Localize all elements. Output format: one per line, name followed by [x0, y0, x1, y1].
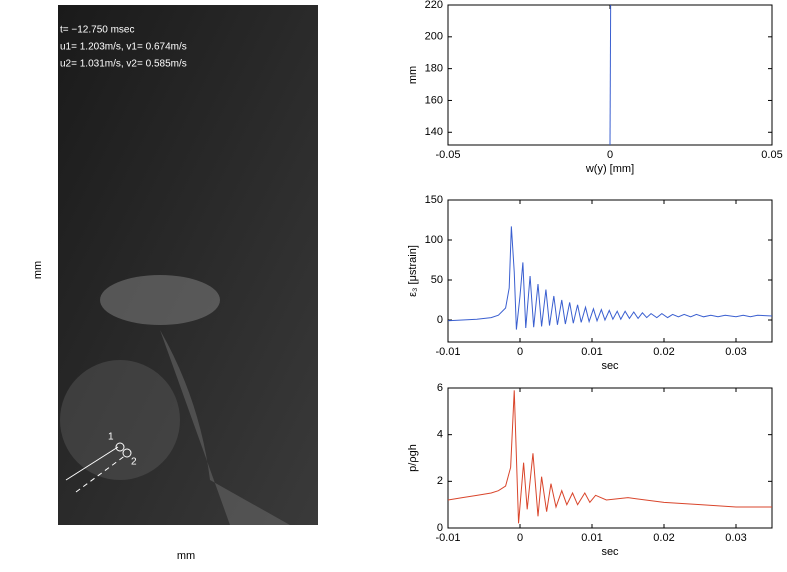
- x-tick-label: 0.03: [725, 346, 746, 358]
- x-axis-label: sec: [601, 360, 619, 372]
- x-axis-label: w(y) [mm]: [585, 163, 634, 175]
- data-line: [609, 4, 612, 146]
- x-tick-label: 0: [517, 346, 523, 358]
- y-tick-label: 0: [437, 314, 443, 326]
- y-tick-label: 6: [437, 382, 443, 394]
- x-tick-label: -0.05: [435, 149, 460, 161]
- x-tick-label: 0.01: [581, 532, 602, 544]
- x-axis-label: mm: [177, 550, 195, 562]
- y-axis-label: mm: [407, 66, 419, 84]
- y-tick-label: 0: [437, 522, 443, 534]
- x-tick-label: -0.01: [435, 346, 460, 358]
- x-tick-label: 0.05: [761, 149, 782, 161]
- x-tick-label: 0.01: [581, 346, 602, 358]
- x-tick-label: -0.01: [435, 532, 460, 544]
- y-tick-label: 100: [425, 234, 443, 246]
- y-tick-label: 160: [425, 94, 443, 106]
- data-line: [447, 390, 772, 524]
- y-axis-label: p/ρgh: [407, 444, 419, 472]
- y-axis-label: ε₃ [μstrain]: [407, 245, 419, 297]
- marker-label: 2: [131, 457, 137, 468]
- y-tick-label: 180: [425, 63, 443, 75]
- x-tick-label: 0.03: [725, 532, 746, 544]
- x-tick-label: 0: [517, 532, 523, 544]
- data-line: [447, 226, 773, 330]
- marker-label: 1: [108, 432, 114, 443]
- overlay-text: u2= 1.031m/s, v2= 0.585m/s: [60, 59, 187, 70]
- y-axis-label: mm: [32, 261, 44, 279]
- x-tick-label: 0.02: [653, 532, 674, 544]
- plot-area: [447, 199, 773, 343]
- y-tick-label: 200: [425, 31, 443, 43]
- y-tick-label: 50: [431, 274, 443, 286]
- plot-area: [447, 387, 773, 529]
- y-tick-label: 150: [425, 194, 443, 206]
- x-tick-label: 0: [607, 149, 613, 161]
- y-tick-label: 220: [425, 0, 443, 11]
- y-tick-label: 4: [437, 429, 443, 441]
- overlay-text: u1= 1.203m/s, v1= 0.674m/s: [60, 42, 187, 53]
- photo: t= −12.750 msec u1= 1.203m/s, v1= 0.674m…: [58, 5, 318, 525]
- y-tick-label: 140: [425, 126, 443, 138]
- overlay-text: t= −12.750 msec: [60, 25, 135, 36]
- x-tick-label: 0.02: [653, 346, 674, 358]
- y-tick-label: 2: [437, 475, 443, 487]
- x-axis-label: sec: [601, 546, 619, 558]
